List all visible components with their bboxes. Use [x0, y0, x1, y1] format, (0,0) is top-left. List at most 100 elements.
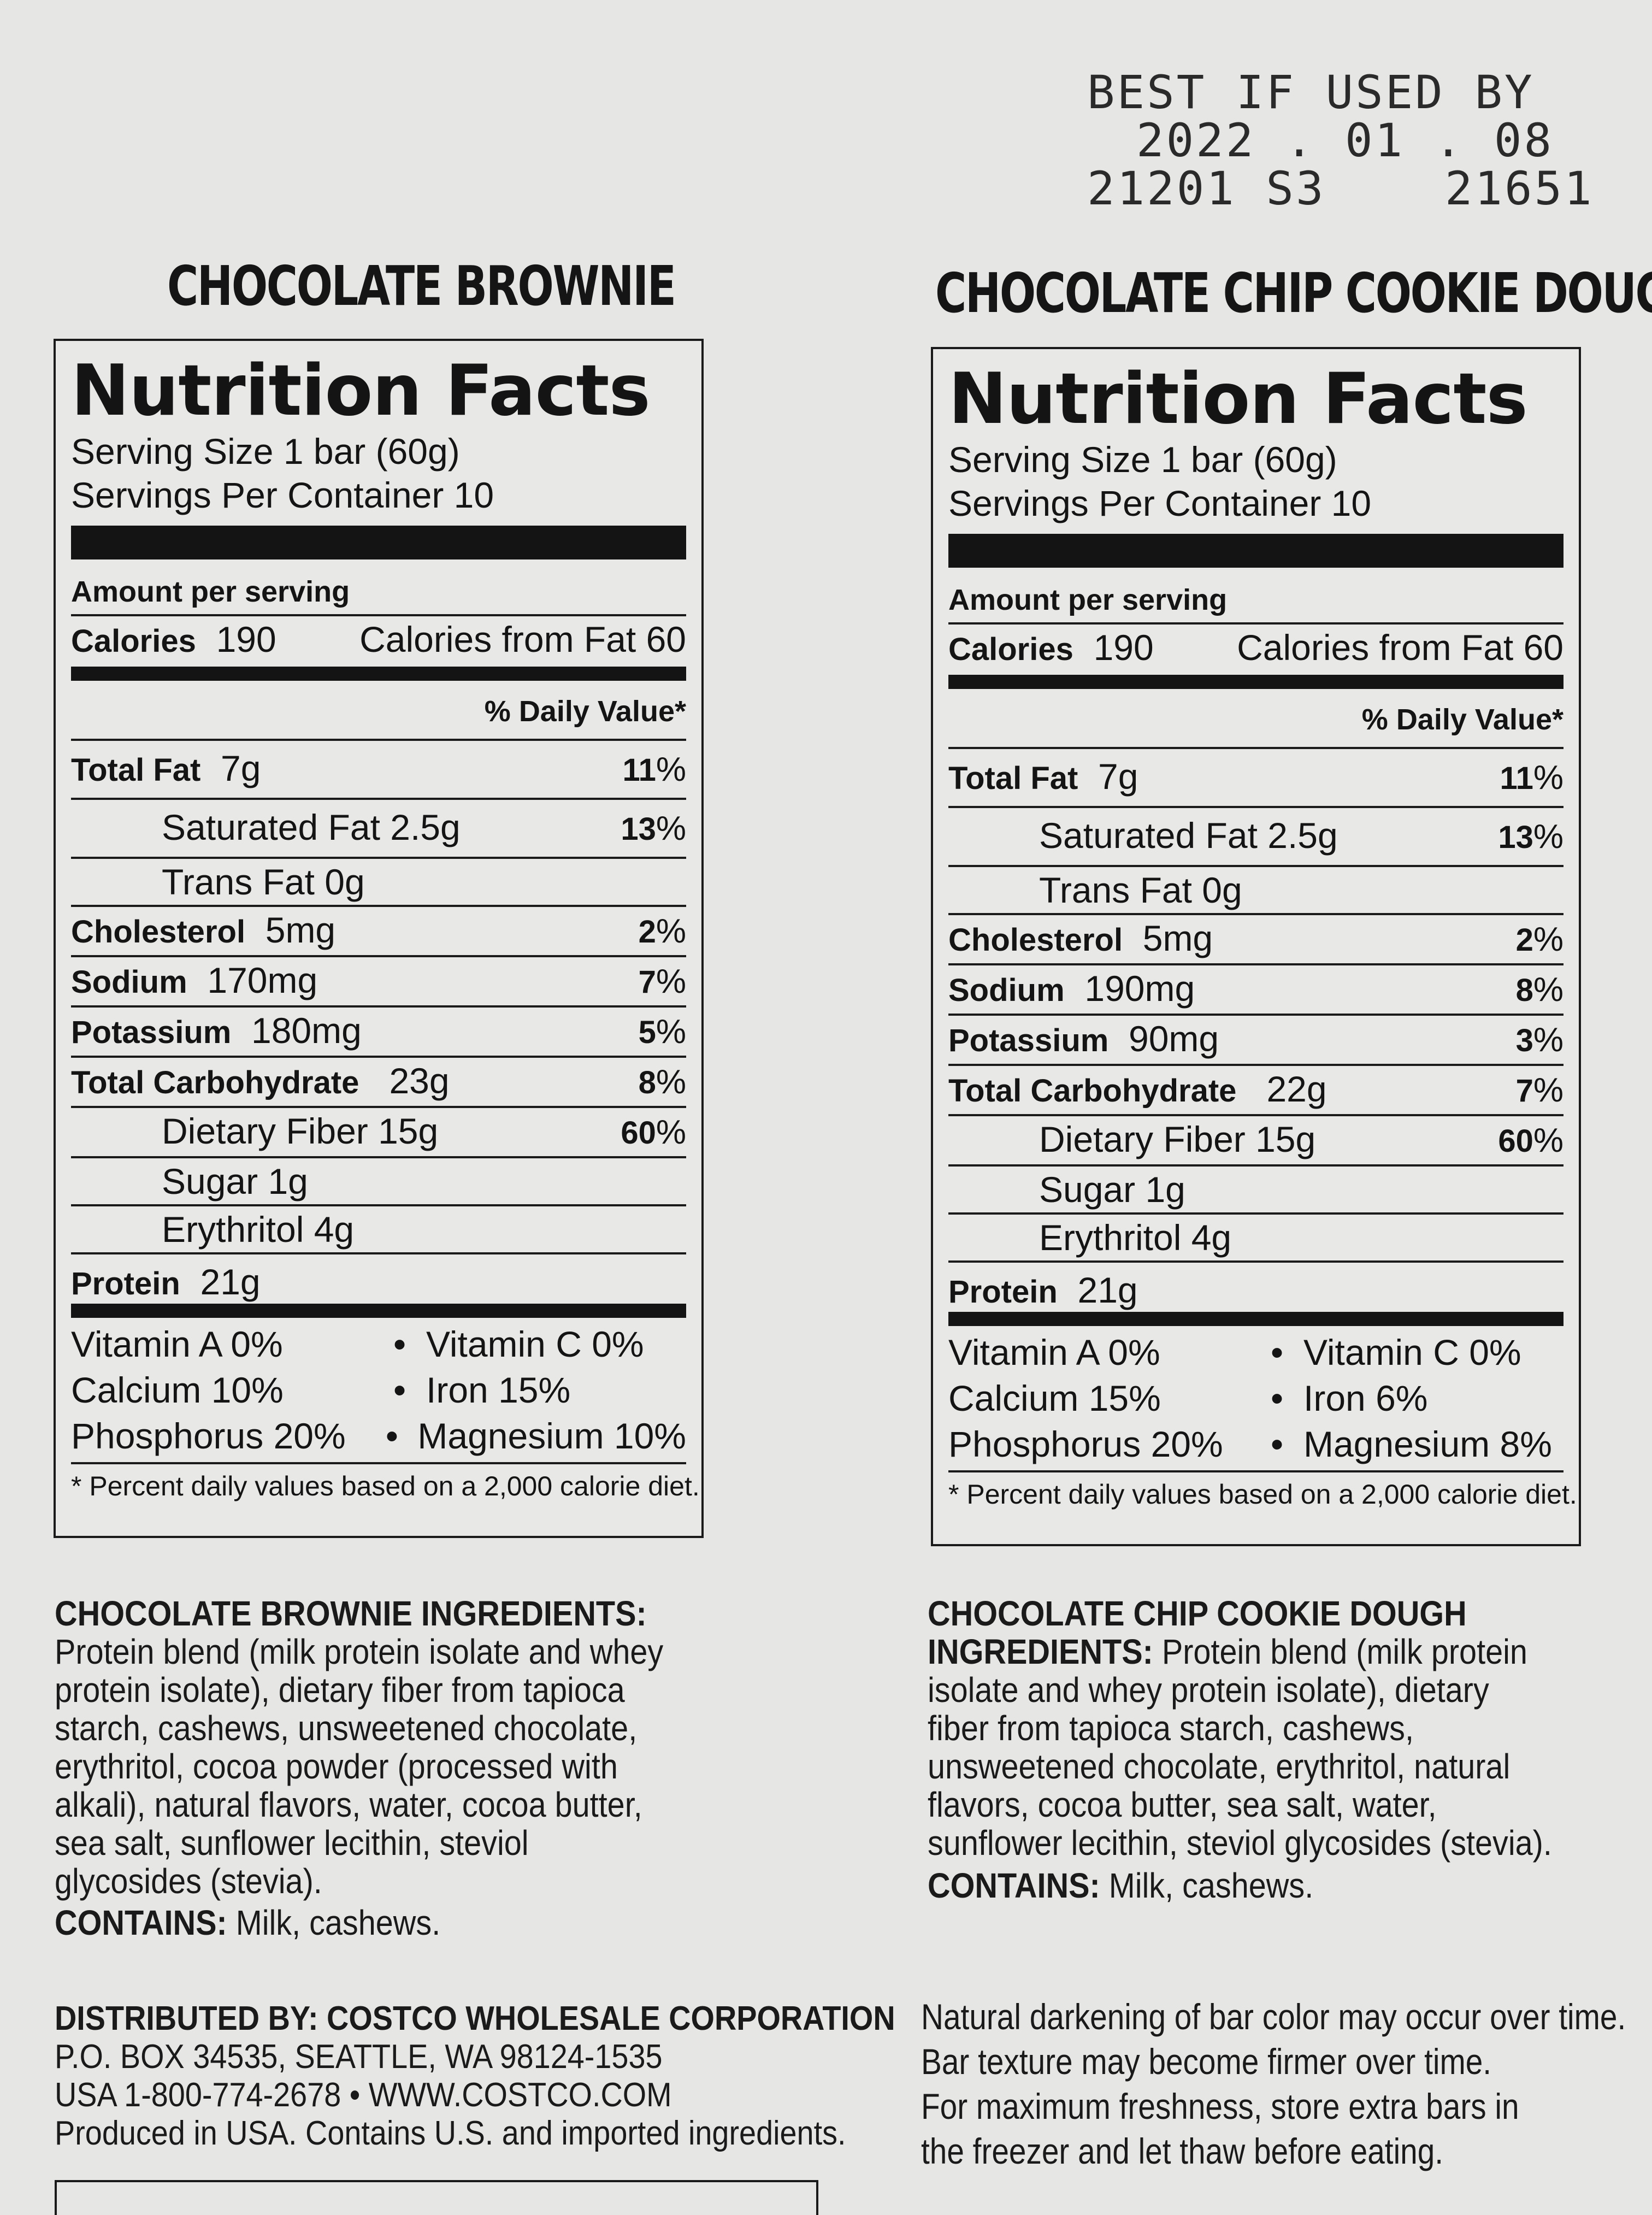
- total-fat-row: Total Fat 7g 11%: [948, 756, 1564, 797]
- total-carb-label: Total Carbohydrate: [71, 1065, 359, 1100]
- erythritol-row: Erythritol 4g: [948, 1215, 1564, 1260]
- contains-line: CONTAINS: Milk, cashews.: [55, 1903, 441, 1942]
- footnote: * Percent daily values based on a 2,000 …: [71, 1462, 700, 1508]
- sugar-row: Sugar 1g: [948, 1167, 1564, 1212]
- trans-fat-row: Trans Fat 0g: [71, 859, 686, 905]
- vitamins-row-3: Phosphorus 20% • Magnesium 8%: [948, 1424, 1552, 1464]
- protein-row: Protein 21g: [71, 1254, 686, 1311]
- cookie-dough-title: CHOCOLATE CHIP COOKIE DOUGH: [935, 261, 1652, 325]
- calories-value: 190: [1093, 627, 1154, 668]
- contains-line: CONTAINS: Milk, cashews.: [928, 1866, 1314, 1905]
- saturated-fat-pct: 13: [1498, 820, 1533, 855]
- total-carb-row: Total Carbohydrate 22g 7%: [948, 1069, 1564, 1109]
- potassium-row: Potassium 90mg 3%: [948, 1018, 1564, 1059]
- daily-value-header: % Daily Value*: [1361, 703, 1564, 736]
- sodium-pct: 8: [1515, 973, 1533, 1008]
- saturated-fat-row: Saturated Fat 2.5g 13%: [948, 808, 1564, 865]
- bottom-box-edge: [55, 2180, 818, 2215]
- medium-divider: [71, 667, 686, 681]
- amount-per-serving: Amount per serving: [948, 584, 1228, 616]
- erythritol-label: Erythritol 4g: [162, 1209, 355, 1250]
- vitamins-row-1: Vitamin A 0% • Vitamin C 0%: [948, 1332, 1521, 1372]
- cholesterol-pct: 2: [1515, 922, 1533, 958]
- potassium-label: Potassium: [71, 1015, 232, 1050]
- total-fat-amount: 7g: [221, 748, 261, 788]
- total-carb-pct: 8: [638, 1065, 656, 1100]
- sodium-label: Sodium: [71, 964, 187, 1000]
- dietary-fiber-pct: 60: [1498, 1123, 1533, 1159]
- amount-per-serving: Amount per serving: [71, 575, 350, 608]
- servings-per-container: Servings Per Container 10: [948, 483, 1372, 523]
- potassium-amount: 180mg: [251, 1010, 362, 1051]
- medium-divider: [948, 675, 1564, 689]
- nutrition-facts-panel-brownie: Nutrition Facts Serving Size 1 bar (60g)…: [54, 339, 704, 1538]
- total-fat-label: Total Fat: [948, 761, 1078, 796]
- sodium-amount: 170mg: [207, 960, 318, 1000]
- ingredients-heading: CHOCOLATE CHIP COOKIE DOUGH: [928, 1594, 1467, 1633]
- total-carb-amount: 23g: [389, 1061, 450, 1101]
- ingredients-cookie-dough: CHOCOLATE CHIP COOKIE DOUGH INGREDIENTS:…: [928, 1594, 1552, 1905]
- best-by-stamp: BEST IF USED BY 2022 . 01 . 08 21201 S3 …: [1087, 66, 1594, 215]
- total-carb-row: Total Carbohydrate 23g 8%: [71, 1061, 686, 1101]
- divider: [948, 622, 1564, 625]
- total-fat-pct: 11: [622, 752, 656, 788]
- sugar-label: Sugar 1g: [1039, 1169, 1185, 1210]
- protein-amount: 21g: [1077, 1270, 1138, 1310]
- vitamins-row-2: Calcium 15% • Iron 6%: [948, 1378, 1428, 1418]
- trans-fat-label: Trans Fat 0g: [162, 862, 365, 902]
- sodium-row: Sodium 170mg 7%: [71, 960, 686, 1000]
- cholesterol-row: Cholesterol 5mg 2%: [948, 918, 1564, 958]
- saturated-fat-pct: 13: [621, 811, 656, 847]
- medium-divider: [948, 1312, 1564, 1326]
- divider: [71, 614, 686, 616]
- storage-note: Natural darkening of bar color may occur…: [921, 1996, 1626, 2171]
- stamp-line-3: 21201 S3 21651: [1087, 162, 1594, 215]
- cholesterol-amount: 5mg: [1142, 918, 1213, 958]
- potassium-pct: 5: [638, 1015, 656, 1050]
- sugar-label: Sugar 1g: [162, 1161, 308, 1201]
- brownie-title: CHOCOLATE BROWNIE: [167, 254, 676, 318]
- stamp-line-2: 2022 . 01 . 08: [1136, 114, 1554, 167]
- ingredients-heading: CHOCOLATE BROWNIE INGREDIENTS:: [55, 1594, 647, 1633]
- calories-from-fat: Calories from Fat 60: [359, 619, 686, 659]
- total-fat-pct: 11: [1500, 761, 1533, 796]
- total-fat-row: Total Fat 7g 11%: [71, 748, 686, 788]
- divider: [948, 747, 1564, 749]
- dietary-fiber-label: Dietary Fiber 15g: [1039, 1119, 1316, 1159]
- erythritol-label: Erythritol 4g: [1039, 1217, 1232, 1258]
- daily-value-header: % Daily Value*: [484, 695, 686, 728]
- protein-amount: 21g: [200, 1262, 261, 1302]
- protein-label: Protein: [948, 1274, 1058, 1310]
- sodium-row: Sodium 190mg 8%: [948, 968, 1564, 1009]
- erythritol-row: Erythritol 4g: [71, 1206, 686, 1252]
- potassium-label: Potassium: [948, 1023, 1109, 1058]
- calories-value: 190: [216, 619, 276, 659]
- ingredients-brownie: CHOCOLATE BROWNIE INGREDIENTS: Protein b…: [55, 1594, 664, 1942]
- sodium-amount: 190mg: [1084, 968, 1195, 1009]
- total-fat-label: Total Fat: [71, 752, 201, 788]
- saturated-fat-label: Saturated Fat 2.5g: [1039, 815, 1338, 856]
- sugar-row: Sugar 1g: [71, 1158, 686, 1204]
- calories-row: Calories 190 Calories from Fat 60: [948, 625, 1564, 673]
- total-fat-amount: 7g: [1098, 756, 1138, 797]
- cholesterol-label: Cholesterol: [71, 914, 246, 950]
- calories-label: Calories: [948, 632, 1073, 667]
- cholesterol-pct: 2: [638, 914, 656, 950]
- medium-divider: [71, 1304, 686, 1318]
- cholesterol-label: Cholesterol: [948, 922, 1123, 958]
- nutrition-facts-title: Nutrition Facts: [71, 350, 651, 432]
- thick-divider: [948, 534, 1564, 568]
- serving-size: Serving Size 1 bar (60g): [71, 431, 460, 472]
- potassium-row: Potassium 180mg 5%: [71, 1010, 686, 1051]
- total-carb-pct: 7: [1515, 1073, 1533, 1109]
- stamp-line-1: BEST IF USED BY: [1087, 66, 1535, 119]
- total-carb-label: Total Carbohydrate: [948, 1073, 1237, 1109]
- vitamins-row-2: Calcium 10% • Iron 15%: [71, 1370, 571, 1410]
- calories-row: Calories 190 Calories from Fat 60: [71, 616, 686, 664]
- thick-divider: [71, 526, 686, 559]
- vitamins-row-1: Vitamin A 0% • Vitamin C 0%: [71, 1324, 644, 1364]
- protein-label: Protein: [71, 1266, 180, 1301]
- calories-from-fat: Calories from Fat 60: [1237, 627, 1564, 668]
- trans-fat-label: Trans Fat 0g: [1039, 870, 1242, 910]
- nutrition-facts-title: Nutrition Facts: [948, 358, 1528, 440]
